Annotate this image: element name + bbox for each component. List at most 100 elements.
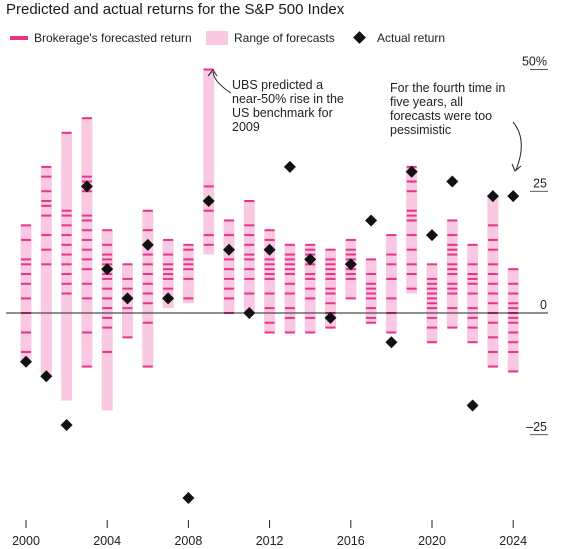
legend-forecast-swatch — [10, 36, 28, 40]
forecast-tick-2011-0 — [244, 199, 255, 202]
forecast-tick-2003-4 — [81, 214, 92, 217]
forecast-tick-2023-2 — [487, 238, 498, 241]
forecast-tick-2012-8 — [264, 292, 275, 295]
forecast-range-bar-2017 — [365, 259, 377, 323]
forecast-range-bar-2006 — [142, 210, 154, 367]
forecast-tick-2012-10 — [264, 321, 275, 324]
forecast-tick-2001-3 — [41, 199, 52, 202]
forecast-tick-2022-8 — [467, 326, 478, 329]
forecast-tick-2022-7 — [467, 316, 478, 319]
forecast-tick-2007-2 — [163, 263, 174, 266]
forecast-range-bar-2019 — [406, 166, 418, 294]
forecast-tick-2015-4 — [325, 273, 336, 276]
y-tick-label-0: 0 — [540, 298, 547, 312]
forecast-tick-2007-1 — [163, 253, 174, 256]
forecast-tick-2019-5 — [406, 219, 417, 222]
actual-return-marker-2022 — [466, 399, 479, 412]
forecast-tick-2021-4 — [447, 253, 458, 256]
forecast-tick-2012-9 — [264, 307, 275, 310]
forecast-tick-2001-0 — [41, 165, 52, 168]
forecast-tick-2006-6 — [142, 292, 153, 295]
actual-return-marker-2001 — [40, 370, 53, 383]
forecast-tick-2002-2 — [61, 214, 72, 217]
forecast-tick-2011-2 — [244, 234, 255, 237]
forecast-tick-2009-3 — [203, 234, 214, 237]
forecast-tick-2004-1 — [102, 243, 113, 246]
forecast-tick-2022-1 — [467, 263, 478, 266]
forecast-tick-2018-0 — [386, 234, 397, 237]
forecast-tick-2004-8 — [102, 297, 113, 300]
forecast-tick-2013-4 — [284, 268, 295, 271]
forecast-tick-2014-8 — [305, 297, 316, 300]
forecast-tick-2002-0 — [61, 131, 72, 134]
actual-return-marker-2016 — [344, 258, 357, 271]
forecast-tick-2008-1 — [183, 248, 194, 251]
forecast-tick-2011-3 — [244, 243, 255, 246]
forecast-tick-2021-8 — [447, 282, 458, 285]
forecast-tick-2004-3 — [102, 258, 113, 261]
forecast-tick-2015-10 — [325, 326, 336, 329]
forecast-tick-2004-2 — [102, 253, 113, 256]
forecast-tick-2014-10 — [305, 331, 316, 334]
forecast-tick-2007-4 — [163, 273, 174, 276]
actual-return-marker-2017 — [365, 214, 378, 227]
x-tick-label-2012: 2012 — [256, 534, 284, 548]
forecast-tick-2004-6 — [102, 277, 113, 280]
forecast-tick-2013-5 — [284, 273, 295, 276]
forecast-tick-2007-0 — [163, 238, 174, 241]
forecast-tick-2004-0 — [102, 229, 113, 232]
forecast-tick-2002-4 — [61, 234, 72, 237]
forecast-tick-2020-5 — [427, 297, 437, 300]
forecast-tick-2022-2 — [467, 273, 478, 276]
forecast-tick-2016-8 — [345, 297, 356, 300]
forecast-tick-2014-1 — [305, 248, 316, 251]
forecast-tick-2024-7 — [508, 321, 519, 324]
actual-return-marker-2021 — [446, 175, 459, 188]
forecast-tick-2021-11 — [447, 307, 458, 310]
forecast-tick-2011-5 — [244, 258, 255, 261]
forecast-tick-2003-14 — [81, 365, 92, 368]
forecast-tick-2019-6 — [406, 234, 417, 237]
forecast-tick-2018-4 — [386, 277, 397, 280]
forecast-tick-2012-0 — [264, 229, 275, 232]
forecast-tick-2005-2 — [122, 287, 133, 290]
forecast-tick-2020-9 — [427, 326, 437, 329]
forecast-tick-2023-3 — [487, 248, 498, 251]
forecast-tick-2000-5 — [21, 282, 31, 285]
forecast-tick-2006-4 — [142, 273, 153, 276]
forecast-tick-2024-4 — [508, 307, 519, 310]
forecast-tick-2019-4 — [406, 214, 417, 217]
forecast-tick-2014-6 — [305, 277, 316, 280]
forecast-tick-2020-6 — [427, 302, 437, 305]
x-tick-label-2016: 2016 — [337, 534, 365, 548]
actual-return-marker-2010 — [223, 243, 235, 256]
forecast-tick-2005-5 — [122, 336, 133, 339]
actual-return-marker-2020 — [426, 229, 438, 242]
forecast-tick-2001-8 — [41, 263, 52, 266]
forecast-tick-2011-1 — [244, 224, 255, 227]
forecast-tick-2020-7 — [427, 307, 437, 310]
forecast-range-bar-2004 — [101, 230, 113, 411]
legend-range-swatch — [206, 31, 228, 45]
forecast-tick-2014-7 — [305, 287, 316, 290]
forecast-tick-2006-2 — [142, 253, 153, 256]
chart-title: Predicted and actual returns for the S&P… — [6, 1, 345, 18]
forecast-tick-2020-0 — [427, 263, 437, 266]
forecast-tick-2020-2 — [427, 282, 437, 285]
forecast-tick-2024-2 — [508, 292, 519, 295]
forecast-tick-2023-13 — [487, 365, 498, 368]
annotation-ubs: UBS predicted a near-50% rise in the US … — [232, 78, 344, 134]
forecast-tick-2004-9 — [102, 307, 113, 310]
forecast-tick-2024-10 — [508, 350, 519, 353]
forecast-tick-2024-3 — [508, 302, 519, 305]
forecast-tick-2024-8 — [508, 331, 519, 334]
forecast-tick-2012-1 — [264, 238, 275, 241]
forecast-tick-2023-5 — [487, 273, 498, 276]
forecast-tick-2012-3 — [264, 258, 275, 261]
actual-return-marker-2023 — [486, 190, 499, 203]
y-tick-label--25: –25 — [526, 420, 547, 434]
forecast-tick-2008-0 — [183, 243, 194, 246]
forecast-tick-2002-1 — [61, 209, 72, 212]
forecast-tick-2000-0 — [21, 224, 31, 227]
forecast-tick-2004-11 — [102, 326, 113, 329]
